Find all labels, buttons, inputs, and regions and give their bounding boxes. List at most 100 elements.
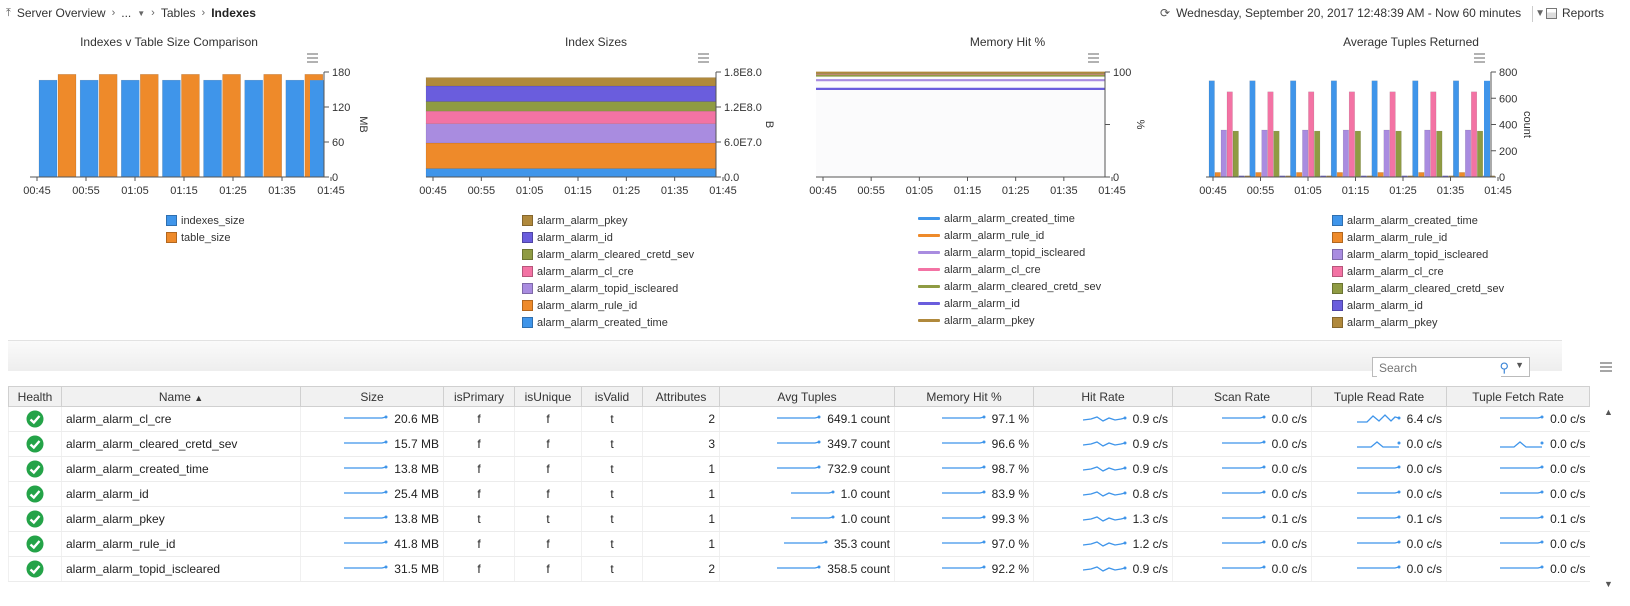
grid-toolbar [8, 340, 1562, 371]
legend-item[interactable]: alarm_alarm_cl_cre [522, 263, 694, 280]
legend-item[interactable]: alarm_alarm_id [522, 229, 694, 246]
grid-menu-icon[interactable] [1600, 361, 1612, 373]
table-row[interactable]: alarm_alarm_rule_id 41.8 MB f f t 1 35.3 count… [8, 531, 1590, 557]
legend-item[interactable]: alarm_alarm_id [1332, 297, 1504, 314]
index-name-cell[interactable]: alarm_alarm_id [61, 481, 301, 507]
column-isprimary[interactable]: isPrimary [443, 386, 515, 407]
index-name-cell[interactable]: alarm_alarm_created_time [61, 456, 301, 482]
index-name-cell[interactable]: alarm_alarm_cl_cre [61, 406, 301, 432]
table-header-row: Health Name ▲ Size isPrimary isUnique is… [8, 386, 1590, 407]
healthy-check-icon [26, 435, 44, 453]
chevron-down-icon[interactable]: ▼ [1535, 7, 1546, 19]
chevron-down-icon[interactable]: ▼ [137, 8, 146, 18]
column-tuple-read-rate[interactable]: Tuple Read Rate [1311, 386, 1447, 407]
value-text: 0.1 c/s [1550, 512, 1586, 526]
reports-button[interactable]: Reports [1546, 6, 1604, 20]
column-size[interactable]: Size [300, 386, 444, 407]
chart-menu-icon[interactable] [1474, 53, 1485, 63]
breadcrumb-item-ellipsis[interactable]: ... [121, 6, 132, 20]
legend-item[interactable]: alarm_alarm_created_time [1332, 212, 1504, 229]
column-isunique[interactable]: isUnique [514, 386, 582, 407]
legend-item[interactable]: alarm_alarm_cl_cre [918, 261, 1101, 278]
legend-item[interactable]: alarm_alarm_cleared_cretd_sev [522, 246, 694, 263]
bar-alarm_alarm_cleared_cretd_sev [1436, 130, 1443, 178]
legend-item[interactable]: alarm_alarm_topid_iscleared [1332, 246, 1504, 263]
scroll-down-icon[interactable]: ▼ [1604, 579, 1613, 589]
legend-item[interactable]: alarm_alarm_pkey [918, 312, 1101, 329]
table-row[interactable]: alarm_alarm_created_time 13.8 MB f f t 1 732.9… [8, 456, 1590, 482]
table-row[interactable]: alarm_alarm_pkey 13.8 MB t t t 1 1.0 count 99.3… [8, 506, 1590, 532]
legend-item[interactable]: alarm_alarm_cleared_cretd_sev [918, 278, 1101, 295]
column-name[interactable]: Name ▲ [61, 386, 301, 407]
vertical-scrollbar[interactable]: ▲ ▼ [1604, 407, 1618, 589]
legend-item[interactable]: indexes_size [166, 212, 245, 229]
sort-asc-icon[interactable]: ▲ [194, 392, 204, 403]
legend-item[interactable]: alarm_alarm_rule_id [522, 297, 694, 314]
table-row[interactable]: alarm_alarm_id 25.4 MB f f t 1 1.0 count 83.9 %… [8, 481, 1590, 507]
legend-item[interactable]: alarm_alarm_cl_cre [1332, 263, 1504, 280]
legend-item[interactable]: alarm_alarm_topid_iscleared [918, 244, 1101, 261]
column-memory-hit[interactable]: Memory Hit % [894, 386, 1034, 407]
legend-item[interactable]: alarm_alarm_rule_id [918, 227, 1101, 244]
chart-menu-icon[interactable] [307, 53, 318, 63]
bar-alarm_alarm_rule_id [1255, 172, 1262, 178]
healthy-check-icon [26, 485, 44, 503]
column-health[interactable]: Health [8, 386, 62, 407]
sparkline [1500, 441, 1544, 448]
index-name-cell[interactable]: alarm_alarm_pkey [61, 506, 301, 532]
avg-tuples-cell: 349.7 count [719, 431, 895, 457]
value-text: 0.0 c/s [1550, 562, 1586, 576]
chevron-down-icon[interactable]: ▼ [1515, 360, 1524, 370]
legend-item[interactable]: alarm_alarm_pkey [522, 212, 694, 229]
legend-item[interactable]: alarm_alarm_rule_id [1332, 229, 1504, 246]
search-input[interactable] [1377, 359, 1501, 377]
legend-item[interactable]: table_size [166, 229, 245, 246]
x-tick-label: 01:15 [170, 185, 198, 197]
column-isvalid[interactable]: isValid [581, 386, 643, 407]
y-tick-label: 1.2E8.0 [724, 102, 762, 114]
legend-item[interactable]: alarm_alarm_cleared_cretd_sev [1332, 280, 1504, 297]
index-name-cell[interactable]: alarm_alarm_topid_iscleared [61, 556, 301, 582]
legend-item[interactable]: alarm_alarm_topid_iscleared [522, 280, 694, 297]
table-row[interactable]: alarm_alarm_cl_cre 20.6 MB f f t 2 649.1 count… [8, 406, 1590, 432]
index-name-cell[interactable]: alarm_alarm_cleared_cretd_sev [61, 431, 301, 457]
sparkline [777, 565, 821, 569]
x-tick-label: 01:45 [1098, 185, 1126, 197]
time-range-selector[interactable]: ⟳ Wednesday, September 20, 2017 12:48:39… [1160, 6, 1545, 20]
scan-rate-cell: 0.0 c/s [1172, 456, 1312, 482]
healthy-check-icon [26, 510, 44, 528]
column-scan-rate[interactable]: Scan Rate [1172, 386, 1312, 407]
table-row[interactable]: alarm_alarm_topid_iscleared 31.5 MB f f t 2 35… [8, 556, 1590, 582]
y-tick-label: 0 [1499, 172, 1505, 184]
x-tick-label: 01:35 [1437, 185, 1465, 197]
scroll-up-icon[interactable]: ▲ [1604, 407, 1613, 417]
bar-alarm_alarm_topid_iscleared [1383, 129, 1390, 178]
chart-menu-icon[interactable] [698, 53, 709, 63]
column-avg-tuples[interactable]: Avg Tuples [719, 386, 895, 407]
value-text: 31.5 MB [394, 562, 439, 576]
legend-item[interactable]: alarm_alarm_created_time [522, 314, 694, 331]
legend-item[interactable]: alarm_alarm_created_time [918, 210, 1101, 227]
breadcrumb-item-tables[interactable]: Tables [160, 6, 196, 20]
isValid-cell: t [581, 531, 643, 557]
avg-tuples-cell: 1.0 count [719, 506, 895, 532]
value-text: 25.4 MB [394, 487, 439, 501]
x-tick-label: 01:35 [661, 185, 689, 197]
search-box[interactable]: ⚲ ▼ [1372, 357, 1530, 377]
breadcrumb-item-server-overview[interactable]: Server Overview [16, 6, 106, 20]
y-tick-label: 180 [332, 67, 350, 79]
size-cell: 13.8 MB [300, 456, 444, 482]
legend-item[interactable]: alarm_alarm_pkey [1332, 314, 1504, 331]
tuple-fetch-cell: 0.0 c/s [1446, 481, 1590, 507]
index-name-cell[interactable]: alarm_alarm_rule_id [61, 531, 301, 557]
column-hit-rate[interactable]: Hit Rate [1033, 386, 1173, 407]
chart-menu-icon[interactable] [1088, 53, 1099, 63]
legend-item[interactable]: alarm_alarm_id [918, 295, 1101, 312]
value-text: 83.9 % [991, 487, 1029, 501]
column-tuple-fetch-rate[interactable]: Tuple Fetch Rate [1446, 386, 1590, 407]
search-icon[interactable]: ⚲ [1499, 360, 1509, 375]
value-text: 0.9 c/s [1132, 412, 1168, 426]
table-row[interactable]: alarm_alarm_cleared_cretd_sev 15.7 MB f f t 3… [8, 431, 1590, 457]
up-arrow-icon[interactable]: ⤒ [6, 6, 11, 19]
column-attributes[interactable]: Attributes [642, 386, 720, 407]
